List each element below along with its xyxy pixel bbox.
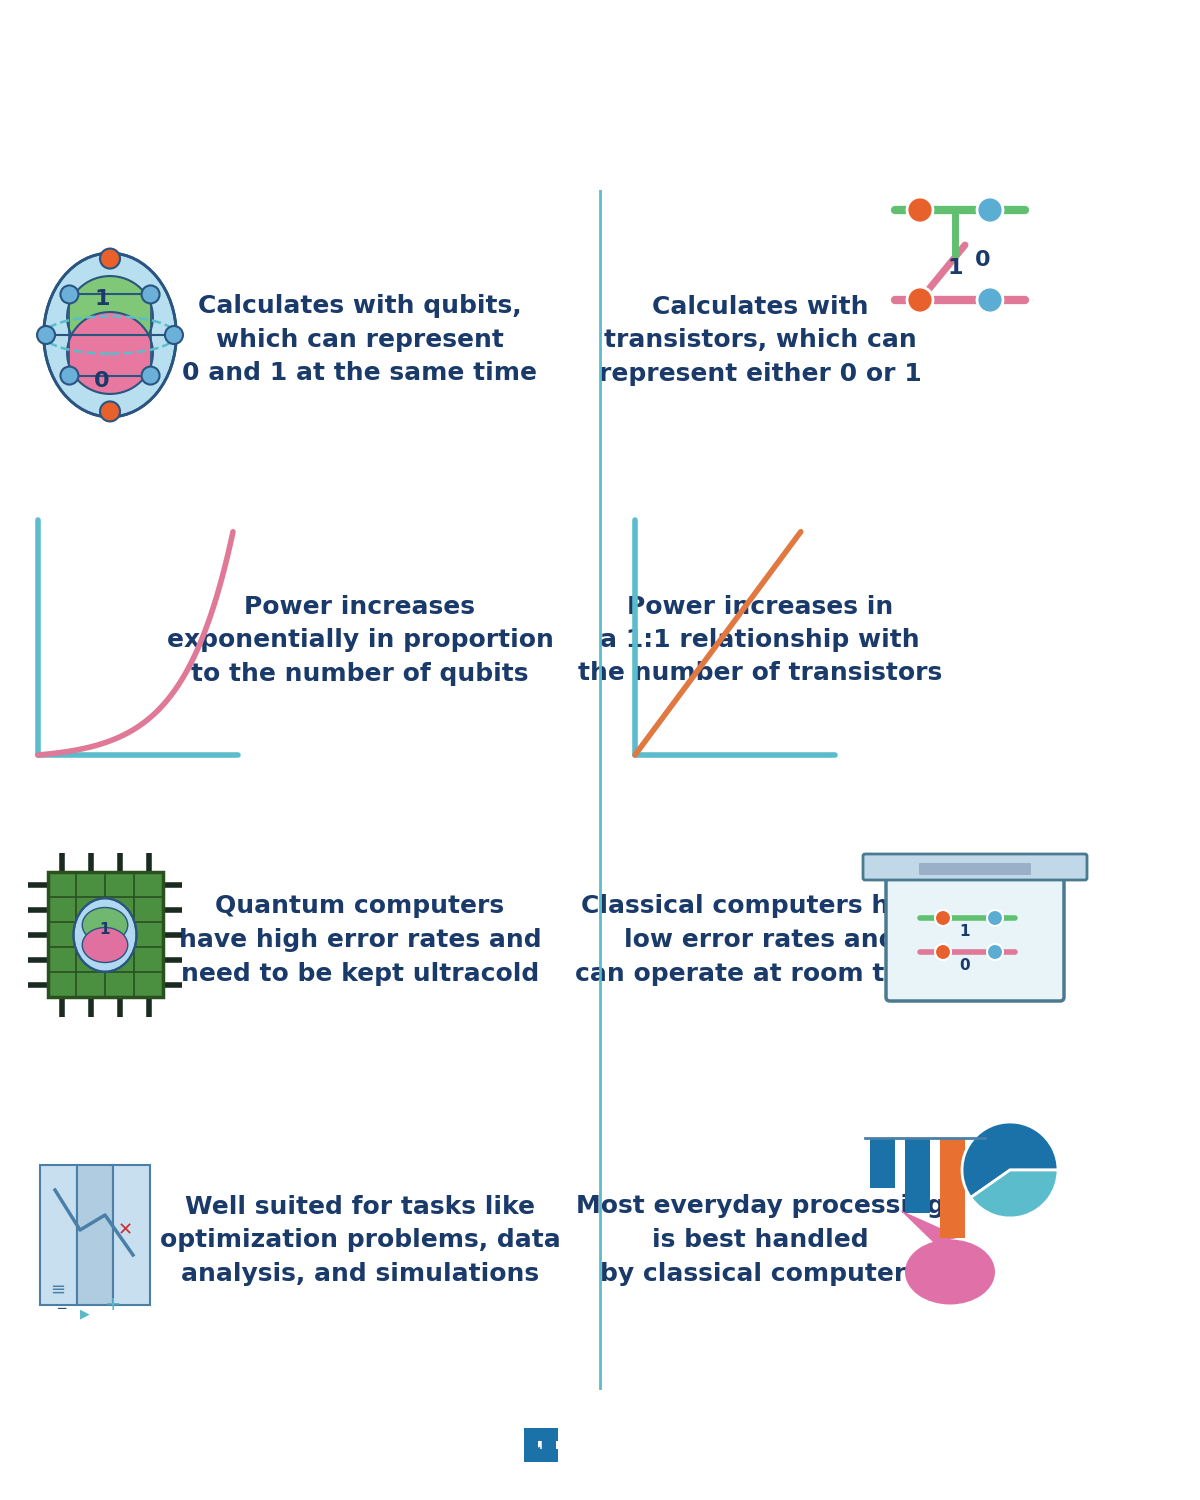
Bar <box>524 1428 558 1442</box>
Text: Power increases in
a 1:1 relationship with
the number of transistors: Power increases in a 1:1 relationship wi… <box>578 594 942 686</box>
Ellipse shape <box>83 908 127 942</box>
Bar <box>524 1428 538 1462</box>
Text: Quantum
Computing: Quantum Computing <box>60 38 401 153</box>
Circle shape <box>142 285 160 303</box>
Ellipse shape <box>67 276 152 358</box>
Circle shape <box>37 326 55 344</box>
Ellipse shape <box>67 312 152 394</box>
Text: CB: CB <box>528 1436 553 1454</box>
Polygon shape <box>113 1166 150 1305</box>
Text: ≡: ≡ <box>50 1281 65 1299</box>
Text: ▶: ▶ <box>80 1306 90 1320</box>
FancyBboxPatch shape <box>48 871 163 998</box>
Text: Classical computers have
low error rates and
can operate at room temp: Classical computers have low error rates… <box>575 894 946 986</box>
Bar <box>542 1428 556 1462</box>
Ellipse shape <box>73 898 137 972</box>
Circle shape <box>986 944 1003 960</box>
Circle shape <box>907 286 934 314</box>
Text: Well suited for tasks like
optimization problems, data
analysis, and simulations: Well suited for tasks like optimization … <box>160 1194 560 1286</box>
Bar <box>870 1138 895 1188</box>
Text: 1: 1 <box>960 924 971 939</box>
Ellipse shape <box>43 254 176 417</box>
Polygon shape <box>77 1166 113 1305</box>
FancyBboxPatch shape <box>886 878 1064 1001</box>
Circle shape <box>100 249 120 268</box>
Circle shape <box>60 366 78 384</box>
Bar <box>905 1138 930 1214</box>
FancyBboxPatch shape <box>518 1422 564 1468</box>
Text: 1: 1 <box>100 922 110 938</box>
Circle shape <box>142 366 160 384</box>
FancyBboxPatch shape <box>919 862 1031 874</box>
Text: Vs.: Vs. <box>550 66 650 123</box>
Circle shape <box>164 326 182 344</box>
Text: Calculates with
transistors, which can
represent either 0 or 1: Calculates with transistors, which can r… <box>599 294 922 386</box>
Text: ─: ─ <box>58 1302 65 1316</box>
Text: CB: CB <box>570 1431 616 1460</box>
Ellipse shape <box>905 1239 995 1305</box>
Ellipse shape <box>83 927 127 963</box>
Text: 0: 0 <box>94 370 110 392</box>
Circle shape <box>935 910 952 926</box>
Circle shape <box>60 285 78 303</box>
Wedge shape <box>962 1122 1058 1197</box>
Circle shape <box>935 944 952 960</box>
Circle shape <box>977 286 1003 314</box>
Text: Calculates with qubits,
which can represent
0 and 1 at the same time: Calculates with qubits, which can repres… <box>182 294 538 386</box>
Text: INSIGHTS: INSIGHTS <box>605 1431 750 1460</box>
Text: 0: 0 <box>960 958 971 974</box>
Polygon shape <box>40 1166 77 1305</box>
Text: 0: 0 <box>974 251 991 270</box>
Circle shape <box>977 196 1003 223</box>
Text: Classical
Computing: Classical Computing <box>799 38 1140 153</box>
Circle shape <box>907 196 934 223</box>
Text: ✕: ✕ <box>118 1221 132 1239</box>
Text: +: + <box>106 1294 121 1314</box>
Polygon shape <box>900 1210 960 1243</box>
FancyBboxPatch shape <box>863 853 1087 880</box>
Circle shape <box>100 402 120 422</box>
Text: 1: 1 <box>947 258 962 278</box>
Text: Power increases
exponentially in proportion
to the number of qubits: Power increases exponentially in proport… <box>167 594 553 686</box>
Text: Most everyday processing
is best handled
by classical computers: Most everyday processing is best handled… <box>576 1194 944 1286</box>
Text: Quantum computers
have high error rates and
need to be kept ultracold: Quantum computers have high error rates … <box>179 894 541 986</box>
Wedge shape <box>971 1170 1058 1218</box>
Bar <box>524 1449 558 1462</box>
Text: 1: 1 <box>95 290 109 309</box>
Bar <box>940 1138 965 1238</box>
Circle shape <box>986 910 1003 926</box>
